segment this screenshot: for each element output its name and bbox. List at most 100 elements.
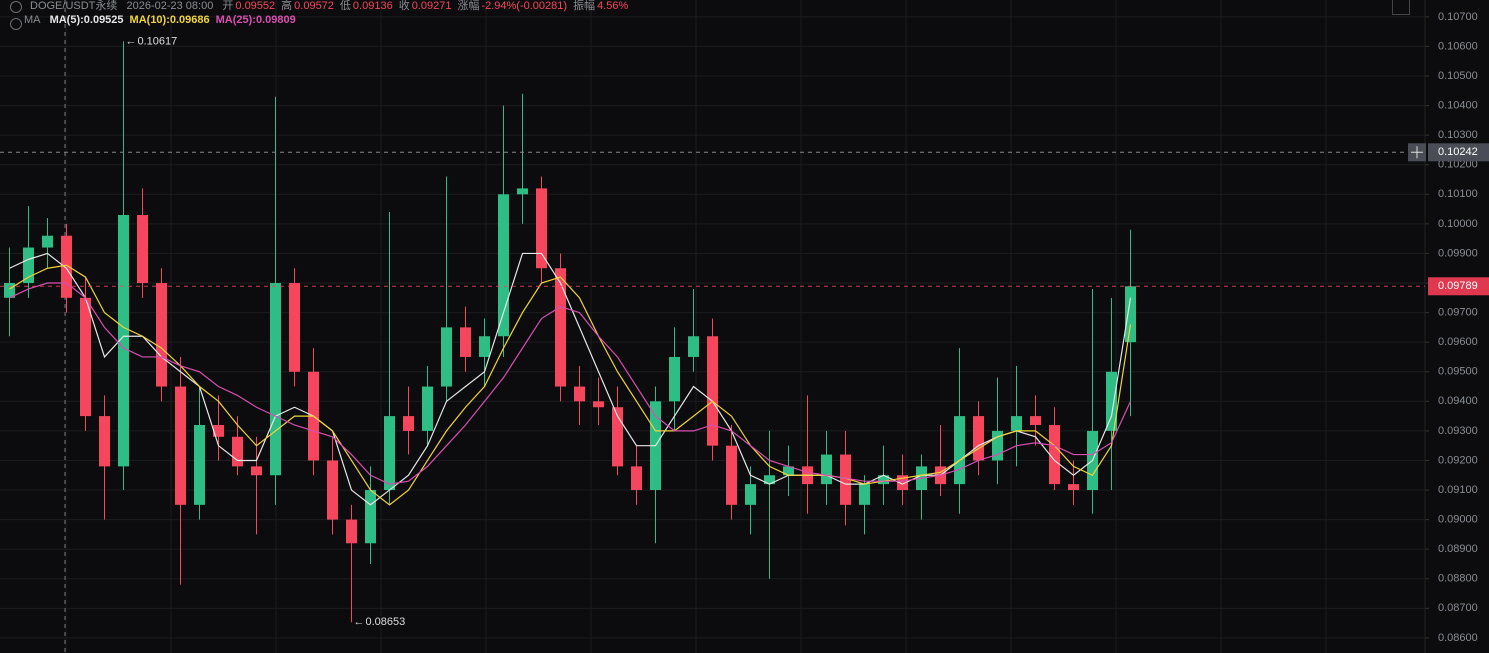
y-tick-label: 0.10200 xyxy=(1438,159,1478,171)
y-tick-label: 0.09400 xyxy=(1438,395,1478,407)
ohlc-info: DOGE/USDT永续 2026-02-23 08:00 开 0.09552 高 0.… xyxy=(30,0,634,13)
ma-legend-entry: MA(10):0.09686 xyxy=(129,14,210,26)
y-tick-label: 0.10000 xyxy=(1438,218,1478,230)
y-tick-label: 0.09700 xyxy=(1438,307,1478,319)
y-tick-label: 0.10600 xyxy=(1438,40,1478,52)
field-value: 0.09271 xyxy=(411,0,452,12)
candle-body xyxy=(156,283,167,387)
candle-body xyxy=(1030,416,1041,425)
candle-body xyxy=(783,466,794,476)
candle-body xyxy=(840,454,851,505)
candle-body xyxy=(441,327,452,387)
y-tick-label: 0.09300 xyxy=(1438,425,1478,437)
candle-body xyxy=(289,283,300,372)
candle-body xyxy=(479,336,490,357)
y-tick-label: 0.08700 xyxy=(1438,602,1478,614)
symbol: DOGE/USDT永续 xyxy=(30,0,118,12)
candle-body xyxy=(821,454,832,485)
candle-body xyxy=(688,336,699,357)
candle-body xyxy=(384,416,395,491)
y-tick-label: 0.09000 xyxy=(1438,514,1478,526)
candle-body xyxy=(232,436,243,467)
candle-body xyxy=(498,194,509,337)
candle-body xyxy=(270,283,281,476)
candle-body xyxy=(973,416,984,461)
y-tick-label: 0.09600 xyxy=(1438,336,1478,348)
y-tick-label: 0.09500 xyxy=(1438,366,1478,378)
y-tick-label: 0.08900 xyxy=(1438,543,1478,555)
candle-body xyxy=(726,445,737,505)
y-tick-label: 0.09900 xyxy=(1438,247,1478,259)
candle-body xyxy=(992,430,1003,461)
candle-body xyxy=(194,424,205,505)
candle-body xyxy=(745,484,756,505)
y-tick-label: 0.08800 xyxy=(1438,573,1478,585)
ma-legend-entry: MA(5):0.09525 xyxy=(49,14,124,26)
candle-body xyxy=(99,416,110,467)
candle-body xyxy=(327,460,338,520)
y-tick-label: 0.09200 xyxy=(1438,454,1478,466)
indicator-label[interactable]: MA xyxy=(24,14,41,26)
candle-body xyxy=(707,336,718,446)
candle-body xyxy=(403,416,414,431)
y-tick-label: 0.10300 xyxy=(1438,129,1478,141)
candle-body xyxy=(1106,371,1117,431)
y-tick-label: 0.08600 xyxy=(1438,632,1478,644)
candle-body xyxy=(1049,424,1060,485)
candle-body xyxy=(764,475,775,485)
ma-line xyxy=(9,264,1132,506)
candle-body xyxy=(593,401,604,408)
y-tick-label: 0.10500 xyxy=(1438,70,1478,82)
plus-icon xyxy=(1411,146,1423,159)
candle-body xyxy=(1011,416,1022,431)
candle-body xyxy=(213,424,224,437)
field-value: 0.09136 xyxy=(352,0,393,12)
candle-body xyxy=(631,466,642,491)
field-label: 开 xyxy=(222,0,234,12)
collapse-icon[interactable] xyxy=(10,1,22,13)
candle-body xyxy=(612,407,623,467)
ma-legend: MA MA(5):0.09525 MA(10):0.09686 MA(25):0.0… xyxy=(16,14,302,26)
field-label: 振幅 xyxy=(573,0,596,12)
candle-body xyxy=(346,519,357,544)
candle-body xyxy=(574,386,585,402)
ma-line xyxy=(9,252,1132,506)
candle-body xyxy=(954,416,965,485)
y-tick-label: 0.10700 xyxy=(1438,11,1478,23)
arrow: ← xyxy=(126,35,137,47)
y-tick-label: 0.10100 xyxy=(1438,188,1478,200)
candle-body xyxy=(878,475,889,485)
candle-body xyxy=(859,484,870,505)
candle-body xyxy=(118,215,129,467)
candle-body xyxy=(1125,286,1136,343)
field-label: 收 xyxy=(398,0,410,12)
candle-body xyxy=(555,268,566,387)
candle-body xyxy=(175,386,186,505)
low-label: 0.08653 xyxy=(366,616,406,628)
candle-body xyxy=(422,386,433,431)
candle-body xyxy=(536,188,547,269)
candle-body xyxy=(80,297,91,417)
candle-body xyxy=(23,247,34,284)
fullscreen-button[interactable] xyxy=(1392,0,1410,15)
collapse-icon[interactable] xyxy=(10,18,22,30)
field-value: 4.56% xyxy=(597,0,629,12)
field-label: 涨幅 xyxy=(457,0,480,12)
time: 2026-02-23 08:00 xyxy=(126,0,214,12)
y-tick-label: 0.10400 xyxy=(1438,99,1478,111)
candle-body xyxy=(42,235,53,248)
candle-body xyxy=(460,327,471,357)
candle-body xyxy=(4,283,15,298)
ma-legend-entry: MA(25):0.09809 xyxy=(215,14,296,26)
field-label: 低 xyxy=(339,0,351,12)
field-label: 高 xyxy=(281,0,293,12)
candle-body xyxy=(517,188,528,195)
field-value: -2.94%(-0.00281) xyxy=(481,0,568,12)
high-label: 0.10617 xyxy=(138,35,178,47)
last-price-label: 0.09789 xyxy=(1438,280,1478,292)
field-value: 0.09552 xyxy=(235,0,276,12)
candle-body xyxy=(669,356,680,402)
last-price-tag xyxy=(1428,277,1489,296)
candle-body xyxy=(1068,484,1079,491)
